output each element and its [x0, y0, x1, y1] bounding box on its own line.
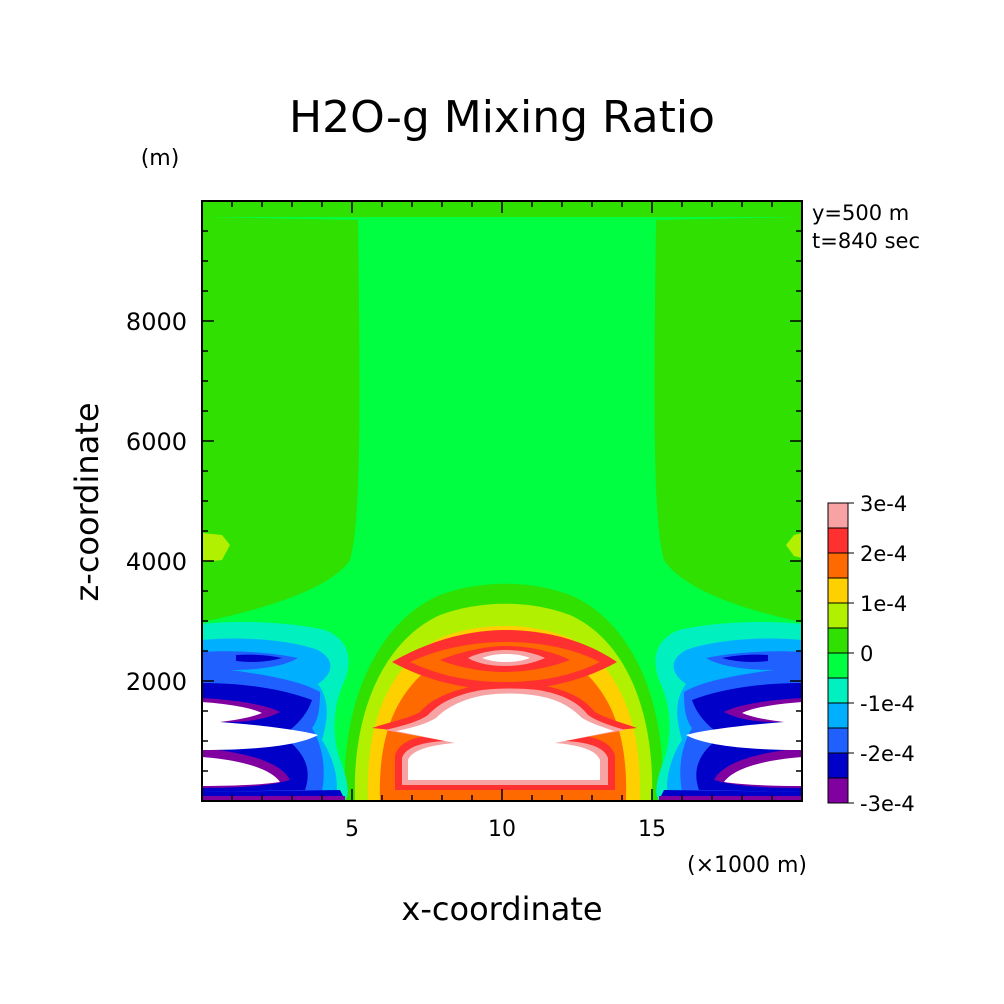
colorbar-label: 2e-4: [860, 542, 907, 566]
colorbar-swatch: [827, 702, 849, 729]
colorbar-swatch: [827, 502, 849, 529]
colorbar-swatch: [827, 777, 849, 804]
colorbar-swatch: [827, 652, 849, 679]
field-center-top-white: [482, 654, 530, 662]
x-axis-tick-labels: 5 10 15: [345, 817, 666, 842]
x-axis-label: x-coordinate: [401, 890, 602, 928]
field-right-negative-region: [655, 622, 802, 800]
colorbar-swatch: [827, 727, 849, 754]
y-tick-label: 8000: [126, 308, 187, 336]
colorbar-swatch: [827, 752, 849, 779]
colorbar-label: 0: [860, 642, 873, 666]
colorbar-label: 1e-4: [860, 592, 907, 616]
y-tick-label: 4000: [126, 548, 187, 576]
y-axis-label: z-coordinate: [68, 402, 106, 601]
x-unit-label: (×1000 m): [687, 853, 807, 878]
colorbar: 3e-4 2e-4 1e-4 0 -1e-4 -2e-4 -3e-4: [827, 492, 915, 816]
y-unit-label: (m): [141, 146, 180, 171]
colorbar-swatch: [827, 602, 849, 629]
field-center-white-blob: [396, 693, 614, 780]
field-left-edge-bump: [202, 533, 230, 562]
y-tick-label: 2000: [126, 668, 187, 696]
contour-field: [202, 201, 802, 801]
colorbar-swatch: [827, 552, 849, 579]
x-tick-label: 5: [345, 817, 359, 842]
y-tick-label: 6000: [126, 428, 187, 456]
annotation-time: t=840 sec: [812, 229, 920, 253]
colorbar-label: -1e-4: [860, 692, 915, 716]
y-axis-tick-labels: 2000 4000 6000 8000: [126, 308, 187, 696]
colorbar-label: 3e-4: [860, 492, 907, 516]
x-axis-ticks: [201, 201, 803, 801]
x-tick-label: 15: [638, 817, 666, 842]
colorbar-swatch: [827, 627, 849, 654]
chart-title: H2O-g Mixing Ratio: [289, 92, 715, 143]
y-axis-ticks: [202, 230, 802, 772]
x-tick-label: 10: [488, 817, 516, 842]
colorbar-label: -3e-4: [860, 792, 915, 816]
colorbar-swatch: [827, 527, 849, 554]
colorbar-swatch: [827, 577, 849, 604]
field-left-column: [202, 217, 360, 622]
annotation-y: y=500 m: [812, 201, 909, 225]
field-right-edge-bump: [786, 533, 802, 558]
field-right-column: [654, 217, 802, 622]
colorbar-label: -2e-4: [860, 742, 915, 766]
field-left-negative-region: [202, 622, 349, 800]
colorbar-swatch: [827, 677, 849, 704]
